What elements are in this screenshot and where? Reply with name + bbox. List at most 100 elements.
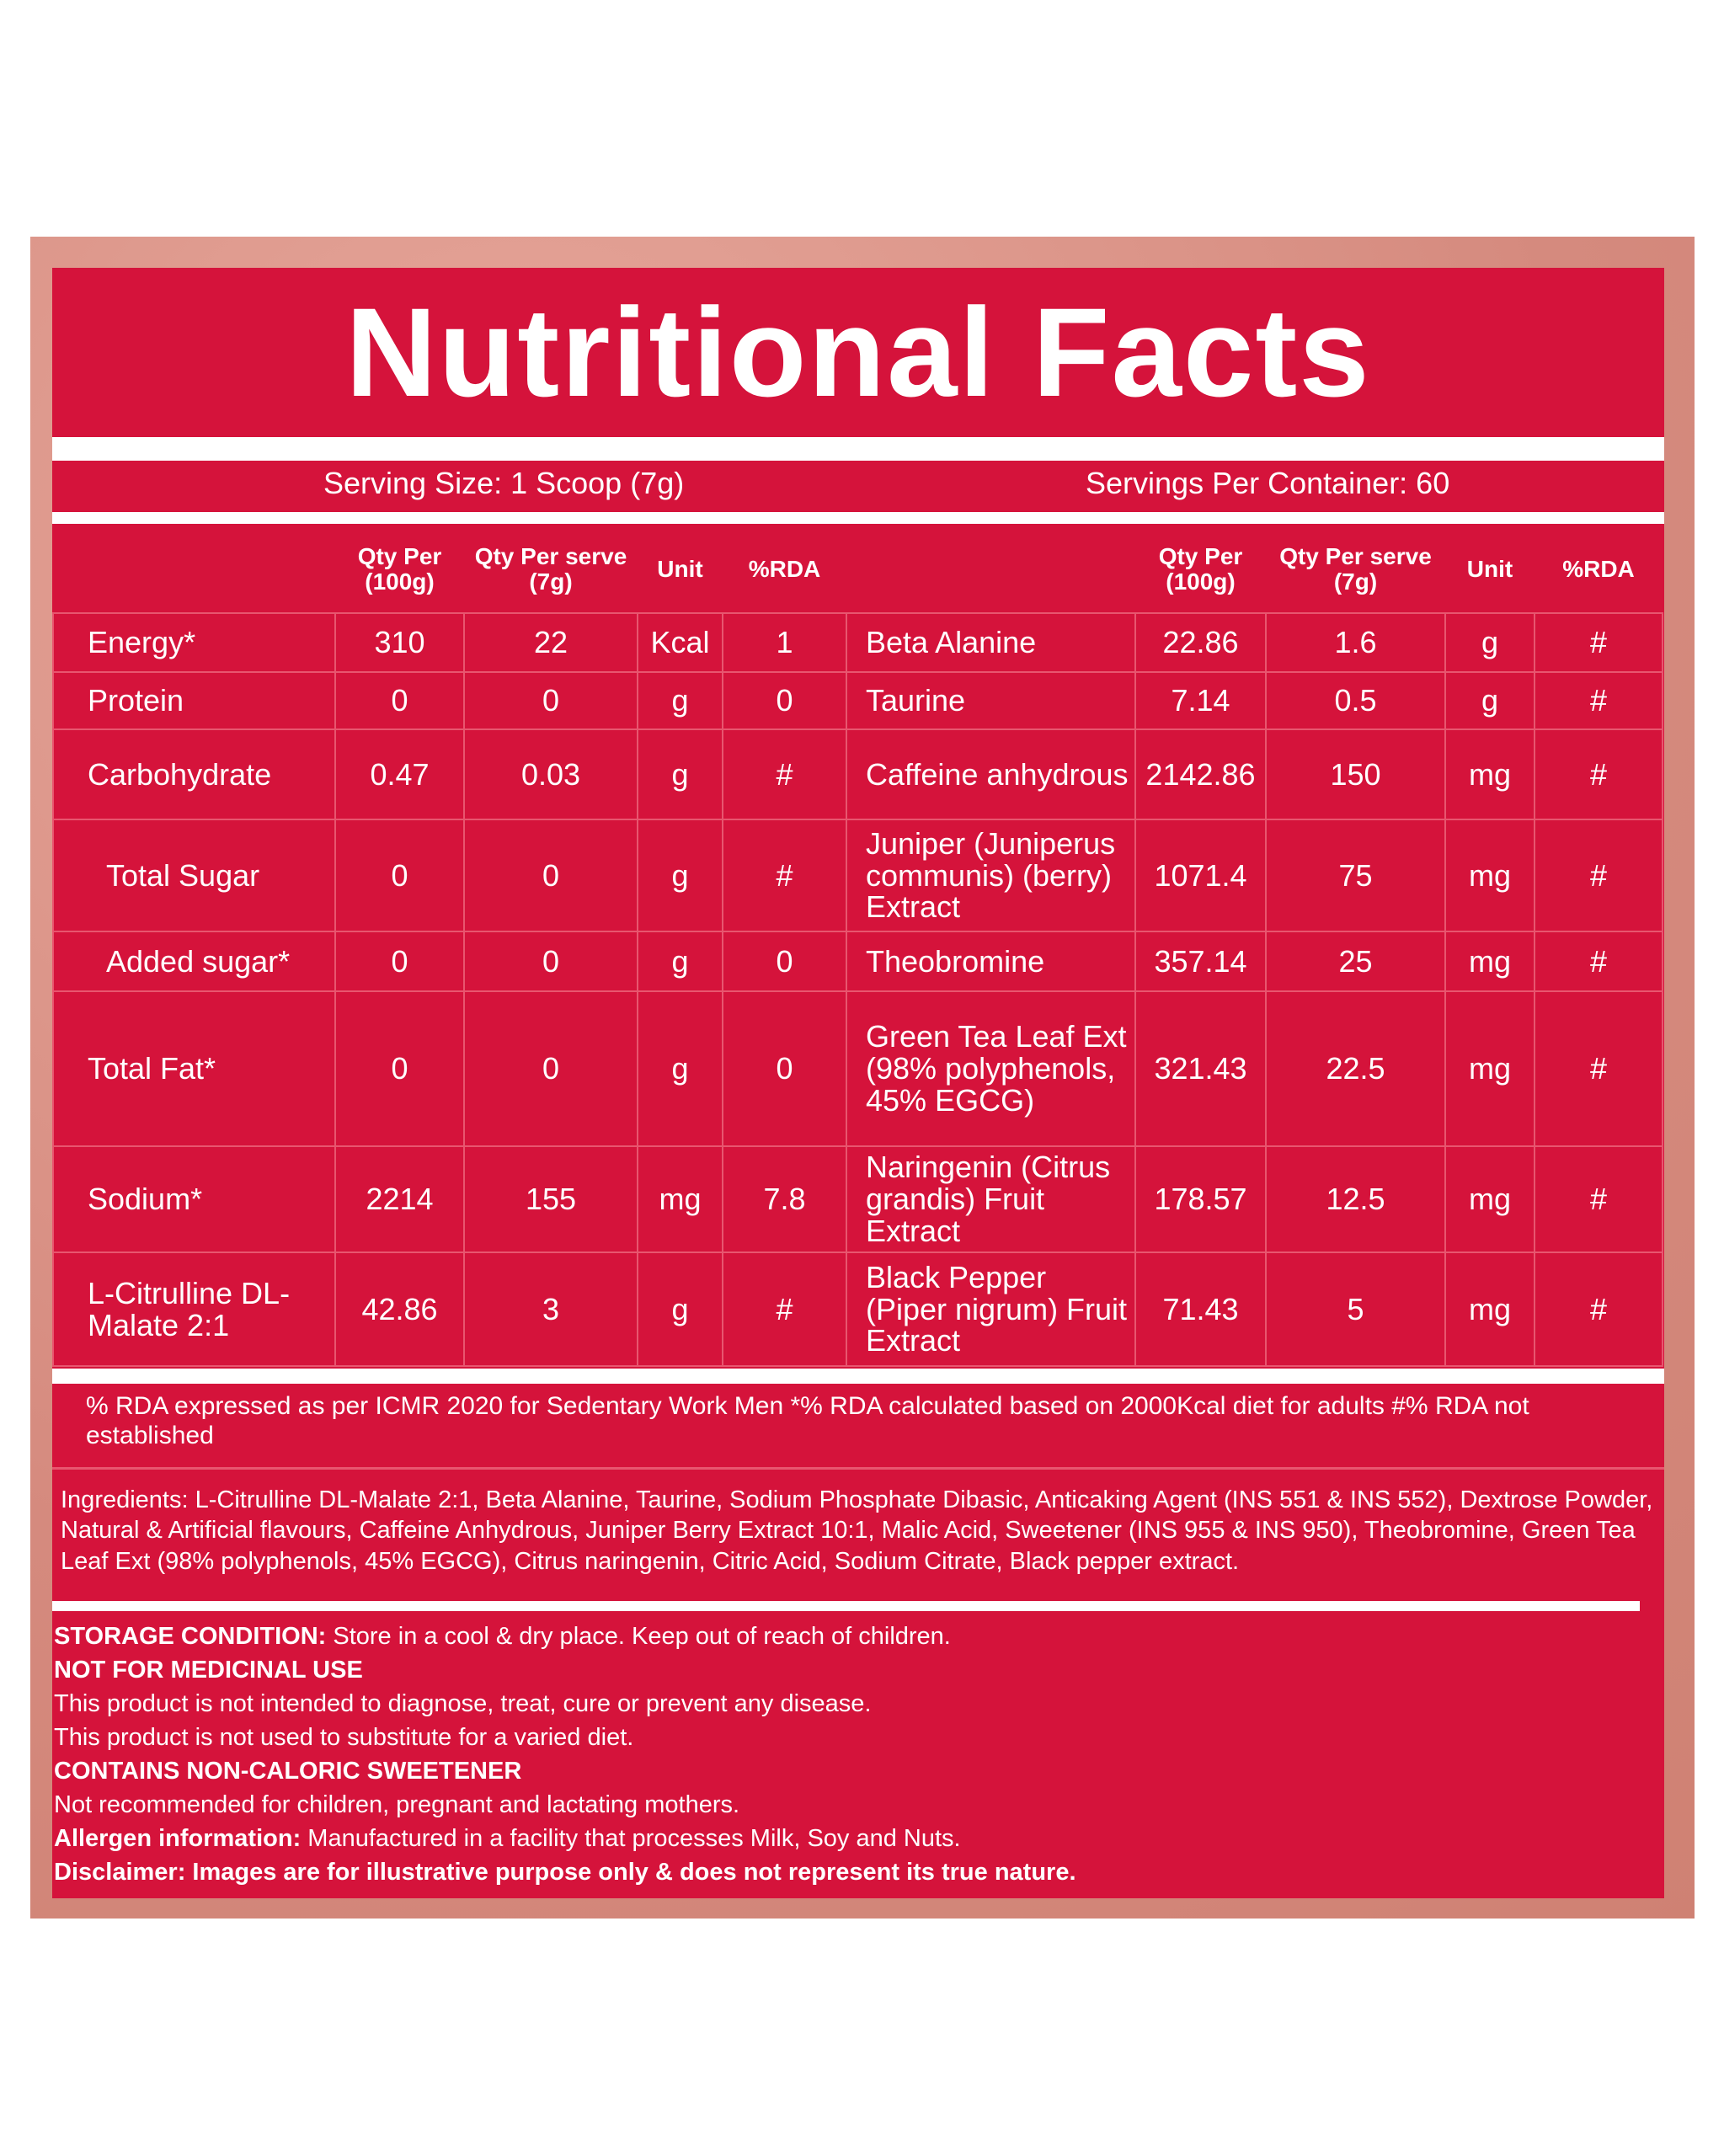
nutrient-name: Black Pepper (Piper nigrum) Fruit Extrac…: [846, 1251, 1136, 1367]
nutrient-value: 3: [463, 1251, 638, 1367]
nutrient-name: L-Citrulline DL-Malate 2:1: [52, 1251, 336, 1367]
nutrient-value: #: [722, 728, 847, 820]
nutrient-value: 1071.4: [1134, 819, 1267, 932]
table-row: Energy* 310 22 Kcal 1 Beta Alanine 22.86 1.6 g #: [52, 612, 1663, 673]
nutrient-name: Protein: [52, 671, 336, 730]
table-row: Total Sugar 0 0 g # Juniper (Juniperus commun…: [52, 819, 1663, 932]
nutrient-value: 0.5: [1265, 671, 1446, 730]
nutrient-value: 0.47: [334, 728, 465, 820]
note-line: STORAGE CONDITION: Store in a cool & dry…: [54, 1620, 1654, 1653]
note-line: Allergen information: Manufactured in a …: [54, 1822, 1654, 1855]
nutrient-value: 25: [1265, 931, 1446, 992]
note-line: CONTAINS NON-CALORIC SWEETENER: [54, 1754, 1654, 1788]
serving-row: Serving Size: 1 Scoop (7g) Servings Per …: [52, 454, 1664, 510]
divider: [52, 437, 1664, 461]
note-heading: CONTAINS NON-CALORIC SWEETENER: [54, 1758, 522, 1785]
nutrient-value: 0: [463, 931, 638, 992]
nutrient-value: #: [1534, 819, 1663, 932]
header-row: Qty Per (100g) Qty Per serve (7g) Unit %RDA…: [53, 526, 1663, 613]
divider: [52, 1369, 1664, 1384]
nutrient-value: #: [1534, 1145, 1663, 1253]
nutrient-name: Taurine: [846, 671, 1136, 730]
note-heading: NOT FOR MEDICINAL USE: [54, 1657, 363, 1684]
nutrient-value: g: [637, 1251, 723, 1367]
nutrient-value: 0: [463, 671, 638, 730]
nutrient-value: 75: [1265, 819, 1446, 932]
nutrient-value: 310: [334, 612, 465, 673]
servings-per-container: Servings Per Container: 60: [1086, 466, 1450, 500]
nutrient-value: 0: [334, 990, 465, 1147]
nutrient-name: Energy*: [52, 612, 336, 673]
header-cell: Qty Per (100g): [1158, 543, 1243, 595]
note-heading: Disclaimer: Images are for illustrative …: [54, 1859, 1076, 1886]
nutrient-value: 357.14: [1134, 931, 1267, 992]
nutrient-value: g: [1444, 612, 1535, 673]
nutrient-value: 71.43: [1134, 1251, 1267, 1367]
footnote: % RDA expressed as per ICMR 2020 for Sed…: [52, 1382, 1664, 1470]
table-row: Total Fat* 0 0 g 0 Green Tea Leaf Ext (98% po…: [52, 990, 1663, 1147]
nutrient-value: 7.14: [1134, 671, 1267, 730]
nutrient-name: Carbohydrate: [52, 728, 336, 820]
nutrient-value: 22: [463, 612, 638, 673]
nutrient-value: 12.5: [1265, 1145, 1446, 1253]
header-cell: [846, 526, 1135, 613]
ingredients: Ingredients: L-Citrulline DL-Malate 2:1,…: [61, 1486, 1653, 1575]
note-heading: Allergen information:: [54, 1825, 302, 1853]
nutrient-name: Sodium*: [52, 1145, 336, 1253]
nutrient-value: 0: [722, 931, 847, 992]
header-cell: Unit: [1466, 555, 1513, 582]
nutrient-value: 2214: [334, 1145, 465, 1253]
divider: [52, 1601, 1640, 1611]
serving-size: Serving Size: 1 Scoop (7g): [323, 466, 685, 500]
nutrient-value: g: [1444, 671, 1535, 730]
nutrient-value: g: [637, 671, 723, 730]
nutrient-name: Added sugar*: [52, 931, 336, 992]
nutrient-value: 0: [463, 819, 638, 932]
note-text: This product is not used to substitute f…: [54, 1724, 634, 1752]
nutrient-value: 22.86: [1134, 612, 1267, 673]
header-cell: Qty Per (100g): [357, 543, 442, 595]
nutrient-name: Theobromine: [846, 931, 1136, 992]
note-line: Not recommended for children, pregnant a…: [54, 1788, 1654, 1822]
nutrient-value: 5: [1265, 1251, 1446, 1367]
nutrient-value: Kcal: [637, 612, 723, 673]
nutrient-value: g: [637, 819, 723, 932]
note-text: Not recommended for children, pregnant a…: [54, 1791, 740, 1819]
divider: [52, 512, 1664, 524]
nutrient-value: #: [1534, 612, 1663, 673]
nutrient-value: 42.86: [334, 1251, 465, 1367]
table-row: Protein 0 0 g 0 Taurine 7.14 0.5 g #: [52, 671, 1663, 730]
nutrient-value: 0: [334, 819, 465, 932]
nutrient-value: #: [722, 819, 847, 932]
nutrient-value: g: [637, 990, 723, 1147]
header-cell: Qty Per serve (7g): [1279, 543, 1432, 595]
nutrient-value: mg: [1444, 819, 1535, 932]
label-frame: Nutritional Facts Serving Size: 1 Scoop …: [30, 237, 1695, 1919]
nutrient-name: Naringenin (Citrus grandis) Fruit Extrac…: [846, 1145, 1136, 1253]
nutrient-value: mg: [637, 1145, 723, 1253]
note-line: This product is not intended to diagnose…: [54, 1687, 1654, 1721]
table-row: L-Citrulline DL-Malate 2:1 42.86 3 g # Black …: [52, 1251, 1663, 1367]
label-panel: Nutritional Facts Serving Size: 1 Scoop …: [52, 268, 1664, 1898]
note-text: This product is not intended to diagnose…: [54, 1690, 872, 1718]
nutrient-value: #: [1534, 728, 1663, 820]
note-heading: STORAGE CONDITION:: [54, 1623, 327, 1650]
nutrient-value: mg: [1444, 728, 1535, 820]
nutrient-value: 0: [334, 931, 465, 992]
notes: STORAGE CONDITION: Store in a cool & dry…: [54, 1620, 1654, 1889]
nutrient-value: 2142.86: [1134, 728, 1267, 820]
nutrient-value: 155: [463, 1145, 638, 1253]
note-text: Store in a cool & dry place. Keep out of…: [333, 1623, 951, 1650]
nutrient-value: 0.03: [463, 728, 638, 820]
note-line: NOT FOR MEDICINAL USE: [54, 1653, 1654, 1687]
nutrient-value: 7.8: [722, 1145, 847, 1253]
nutrient-name: Green Tea Leaf Ext (98% polyphenols, 45%…: [846, 990, 1136, 1147]
nutrient-value: mg: [1444, 931, 1535, 992]
header-cell: Unit: [657, 555, 703, 582]
nutrient-name: Beta Alanine: [846, 612, 1136, 673]
table-row: Added sugar* 0 0 g 0 Theobromine 357.14 25 mg #: [52, 931, 1663, 992]
nutrient-value: 321.43: [1134, 990, 1267, 1147]
nutrient-value: #: [1534, 671, 1663, 730]
header-cell: Qty Per serve (7g): [474, 543, 627, 595]
